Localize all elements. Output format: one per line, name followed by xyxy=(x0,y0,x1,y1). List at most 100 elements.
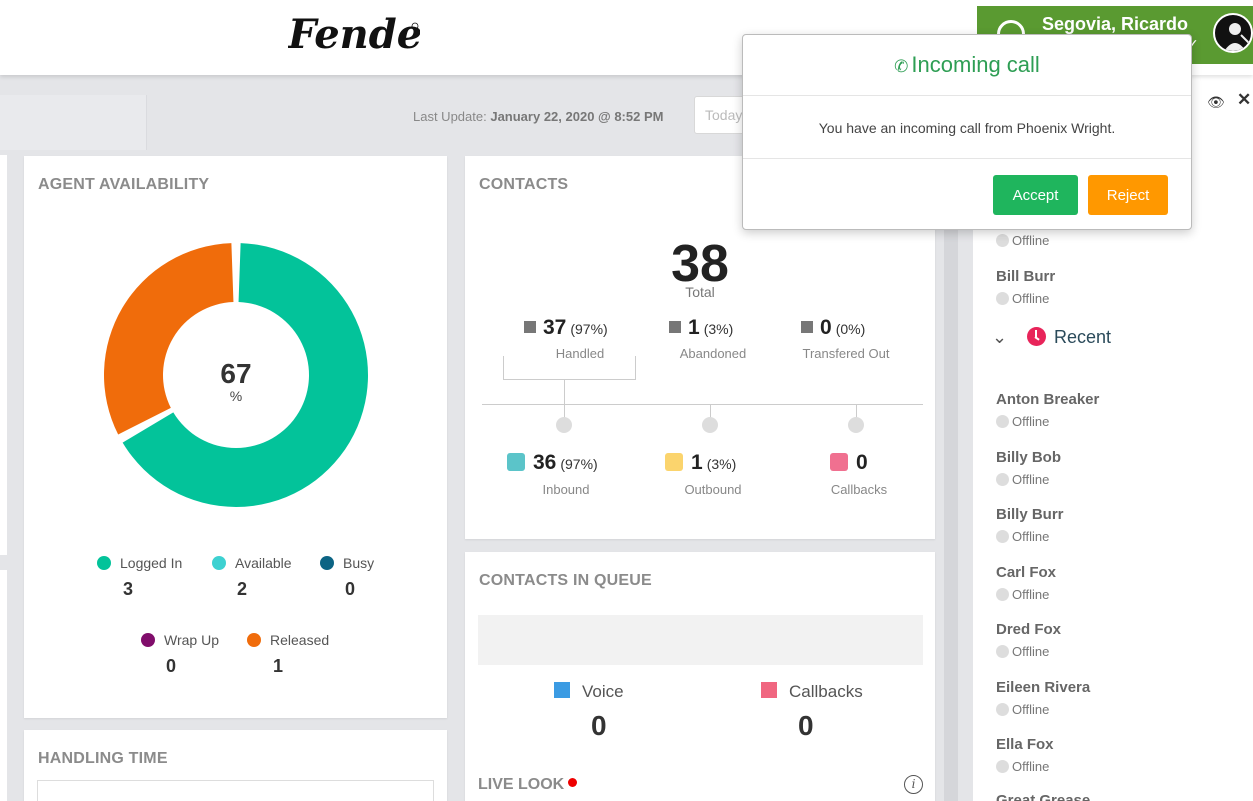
incoming-call-dialog: ✆ Incoming call You have an incoming call… xyxy=(742,34,1192,230)
donut-center-unit: % xyxy=(230,388,242,404)
last-update: Last Update: January 22, 2020 @ 8:52 PM xyxy=(413,109,664,124)
contacts-total-label: Total xyxy=(685,284,715,300)
phone-icon: ✆ xyxy=(894,57,909,76)
eye-icon[interactable]: 👁 xyxy=(1207,94,1225,110)
agent-status: Offline xyxy=(996,414,1049,429)
queue-bar xyxy=(478,615,923,665)
tree-node xyxy=(848,417,864,433)
tree-line xyxy=(482,404,923,405)
stat-callbacks-label: Callbacks xyxy=(830,482,888,497)
dialog-divider xyxy=(743,158,1191,159)
agent-name[interactable]: Dred Fox xyxy=(996,621,1062,638)
agent-availability-panel: AGENT AVAILABILITY 67 % Logged In 3 Avai… xyxy=(24,156,447,718)
handling-time-chart xyxy=(37,780,434,801)
donut-slice-released xyxy=(104,243,234,435)
legend-available-value: 2 xyxy=(237,579,248,599)
dialog-title: ✆ Incoming call xyxy=(894,52,1040,77)
agent-name[interactable]: Carl Fox xyxy=(996,564,1057,581)
left-panel-edge xyxy=(0,155,7,555)
panel-title: CONTACTS xyxy=(479,176,569,193)
agent-status: Offline xyxy=(996,472,1049,487)
left-panel-edge xyxy=(0,570,7,801)
legend-busy: Busy xyxy=(320,555,374,571)
tree-node xyxy=(556,417,572,433)
close-icon[interactable]: ✕ xyxy=(1237,90,1252,109)
recent-section-label[interactable]: Recent xyxy=(1054,327,1112,347)
panel-title: CONTACTS IN QUEUE xyxy=(479,572,652,589)
tree-line xyxy=(503,379,636,380)
availability-donut: 67 % xyxy=(104,243,368,507)
stat-inbound: 36 (97%) xyxy=(507,451,598,475)
legend-dot xyxy=(141,633,155,647)
tree-line xyxy=(564,380,565,425)
legend-wrap-up: Wrap Up xyxy=(141,632,219,648)
stat-callbacks: 0 xyxy=(830,451,868,475)
stat-outbound-label: Outbound xyxy=(684,482,742,497)
queue-callbacks-value: 0 xyxy=(798,710,814,741)
legend-dot xyxy=(97,556,111,570)
legend-released-value: 1 xyxy=(273,656,284,676)
agent-name[interactable]: Anton Breaker xyxy=(996,391,1100,408)
user-name: Segovia, Ricardo xyxy=(1042,14,1189,34)
agent-status: Offline xyxy=(996,702,1049,717)
scrollbar[interactable] xyxy=(944,156,958,801)
tree-line xyxy=(710,404,711,424)
avatar[interactable] xyxy=(1213,13,1253,53)
agent-name[interactable]: Ella Fox xyxy=(996,736,1054,753)
info-icon[interactable]: i xyxy=(904,775,923,794)
dialog-message: You have an incoming call from Phoenix W… xyxy=(818,120,1116,136)
agent-status: Offline xyxy=(996,587,1049,602)
tree-line xyxy=(635,356,636,380)
legend-dot xyxy=(320,556,334,570)
agent-status: Offline xyxy=(996,529,1049,544)
stat-abandoned: 1 (3%) xyxy=(669,316,733,340)
legend-wrap-up-value: 0 xyxy=(166,656,177,676)
agent-status: Offline xyxy=(996,233,1049,248)
donut-slice-logged-in xyxy=(122,243,368,507)
contacts-in-queue-panel: CONTACTS IN QUEUE Voice 0 Callbacks 0 LI… xyxy=(465,552,935,801)
chevron-down-icon[interactable]: ⌄ xyxy=(992,327,1008,347)
legend-dot xyxy=(212,556,226,570)
agent-name[interactable]: Bill Burr xyxy=(996,268,1056,285)
legend-dot xyxy=(247,633,261,647)
handling-time-panel: HANDLING TIME xyxy=(24,730,447,801)
stat-inbound-label: Inbound xyxy=(542,482,590,497)
dialog-header: ✆ Incoming call xyxy=(743,35,1191,96)
legend-released: Released xyxy=(247,632,329,648)
stat-abandoned-label: Abandoned xyxy=(679,346,747,361)
agent-status: Offline xyxy=(996,644,1049,659)
legend-busy-value: 0 xyxy=(345,579,356,599)
clock-icon xyxy=(1027,327,1046,346)
reject-button[interactable]: Reject xyxy=(1088,175,1168,215)
stat-handled-label: Handled xyxy=(555,346,605,361)
left-stub xyxy=(0,95,147,150)
stat-outbound: 1 (3%) xyxy=(665,451,736,475)
stat-handled: 37 (97%) xyxy=(524,316,608,340)
stat-transfered: 0 (0%) xyxy=(801,316,865,340)
agent-name[interactable]: Billy Burr xyxy=(996,506,1064,523)
tree-line xyxy=(856,404,857,424)
fender-logo: Fender xyxy=(288,11,420,58)
tree-line xyxy=(503,356,504,380)
agent-name[interactable]: Great Grease xyxy=(996,792,1091,801)
svg-text:Fender: Fender xyxy=(288,11,420,58)
agent-status: Offline xyxy=(996,291,1049,306)
legend-available: Available xyxy=(212,555,292,571)
stat-transfered-label: Transfered Out xyxy=(802,346,890,361)
legend-logged-in: Logged In xyxy=(97,555,182,571)
live-look-title: LIVE LOOK xyxy=(478,776,578,794)
queue-voice-label: Voice xyxy=(554,682,624,702)
agent-status: Offline xyxy=(996,759,1049,774)
tree-node xyxy=(702,417,718,433)
contacts-total: 38 xyxy=(671,235,729,293)
donut-center-value: 67 xyxy=(220,358,251,389)
queue-voice-value: 0 xyxy=(591,710,607,741)
chevron-down-icon[interactable]: ✓ xyxy=(1187,36,1199,52)
live-indicator-icon xyxy=(568,778,578,787)
agent-name[interactable]: Eileen Rivera xyxy=(996,679,1091,696)
panel-title: HANDLING TIME xyxy=(38,750,168,767)
queue-callbacks-label: Callbacks xyxy=(761,682,863,702)
accept-button[interactable]: Accept xyxy=(993,175,1078,215)
agent-name[interactable]: Billy Bob xyxy=(996,449,1062,466)
legend-logged-in-value: 3 xyxy=(123,579,134,599)
